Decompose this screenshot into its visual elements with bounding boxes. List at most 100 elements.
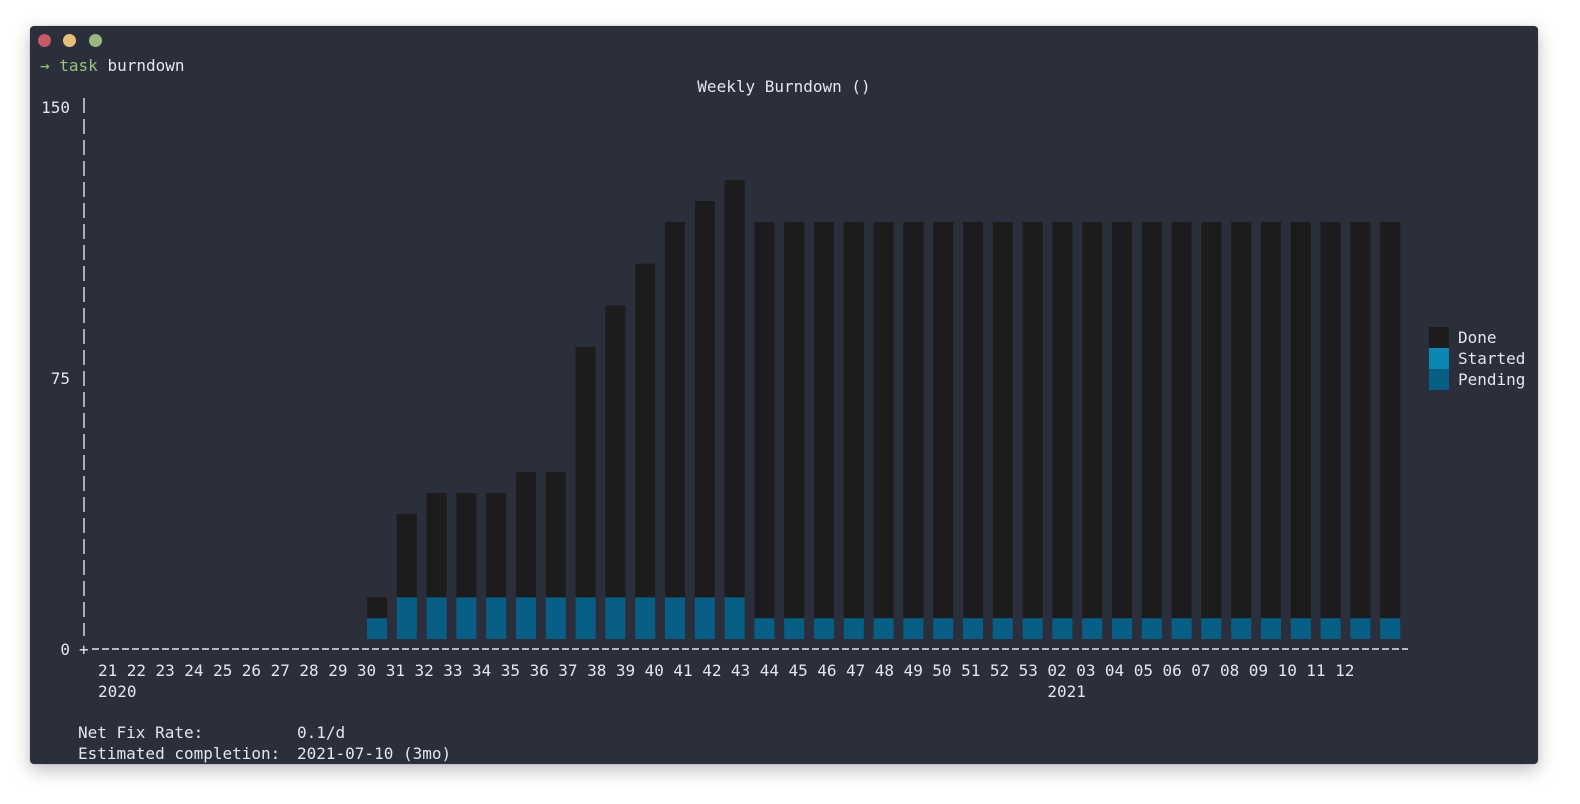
maximize-button[interactable] [89,34,102,47]
bar-done [784,222,805,619]
x-tick-label: 09 [1249,661,1268,680]
burndown-chart: Weekly Burndown () 150 75 0 +21 22 23 24 25 26 27 2… [41,77,1525,701]
x-tick-label: 38 [587,661,606,680]
prompt-arrow-icon: → [40,56,50,75]
x-tick-label: 44 [760,661,779,680]
axis-origin: + [79,640,89,659]
x-tick-label: 53 [1019,661,1038,680]
x-tick-label: 46 [817,661,836,680]
bar-pending [1082,618,1103,639]
minimize-button[interactable] [63,34,76,47]
bar-done [396,513,417,598]
bar-pending [605,597,626,639]
bar-done [903,222,924,619]
bar-done [1112,222,1132,619]
x-tick-label: 39 [616,661,635,680]
command-line: → task burndown [40,55,185,76]
x-tick-label: 29 [328,661,347,680]
bar-pending [1201,618,1222,639]
bar-done [1171,222,1192,619]
bar-pending [784,618,805,639]
x-tick-label: 37 [558,661,577,680]
x-tick-label: 06 [1163,661,1182,680]
bar-pending [1261,618,1281,639]
bar-pending [754,618,775,639]
x-tick-label: 48 [875,661,894,680]
x-tick-label: 08 [1220,661,1239,680]
bar-pending [426,597,447,639]
command-name: task [59,56,98,75]
bar-done [754,222,775,619]
bar-pending [1112,618,1132,639]
x-tick-label: 50 [932,661,951,680]
x-tick-label: 28 [299,661,318,680]
x-tick-label: 23 [156,661,175,680]
bar-done [843,222,864,619]
x-tick-label: 33 [443,661,462,680]
x-tick-label: 49 [904,661,923,680]
x-tick-label: 52 [990,661,1009,680]
x-tick-label: 34 [472,661,491,680]
completion-label: Estimated completion: [78,744,281,763]
bar-pending [1380,618,1401,639]
bar-done [814,222,834,619]
bar-done [992,222,1013,619]
legend-label-started: Started [1458,349,1525,368]
bar-pending [724,597,745,639]
x-tick-label: 31 [386,661,405,680]
bar-pending [694,597,715,639]
legend-label-done: Done [1458,328,1497,347]
bar-pending [1052,618,1073,639]
year-label: 2021 [1047,682,1086,701]
bar-pending [1320,618,1341,639]
bar-pending [635,597,656,639]
year-label: 2020 [98,682,137,701]
x-tick-label: 47 [846,661,865,680]
bar-pending [933,618,954,639]
x-tick-label: 04 [1105,661,1124,680]
bar-done [1320,222,1341,619]
bar-pending [456,597,477,639]
y-tick-label: 75 [51,369,70,388]
x-tick-label: 40 [645,661,664,680]
x-tick-label: 02 [1047,661,1066,680]
legend-swatch-started [1429,348,1449,369]
bar-pending [1022,618,1043,639]
bar-done [486,493,507,598]
x-tick-label: 35 [501,661,520,680]
completion-value: 2021-07-10 (3mo) [297,744,452,763]
x-tick-label: 22 [127,661,146,680]
bar-pending [396,597,417,639]
bar-pending [992,618,1013,639]
bar-done [694,201,715,598]
bar-pending [516,597,536,639]
close-button[interactable] [38,34,51,47]
x-tick-label: 30 [357,661,376,680]
bar-pending [814,618,834,639]
bar-pending [486,597,507,639]
legend-swatch-pending [1429,369,1449,390]
bar-done [516,472,536,598]
bar-pending [665,597,685,639]
x-tick-label: 42 [702,661,721,680]
bar-done [545,472,566,598]
x-tick-label: 51 [961,661,980,680]
bar-done [1141,222,1162,619]
bar-pending [1350,618,1371,639]
x-tick-label: 24 [184,661,203,680]
x-tick-label: 27 [271,661,290,680]
x-tick-label: 12 [1335,661,1354,680]
bar-pending [1290,618,1311,639]
x-tick-label: 32 [415,661,434,680]
bar-done [1052,222,1073,619]
bar-done [1022,222,1043,619]
bar-pending [545,597,566,639]
x-tick-label: 41 [673,661,692,680]
x-tick-label: 26 [242,661,261,680]
x-tick-label: 36 [530,661,549,680]
bar-done [1261,222,1281,619]
command-argument: burndown [107,56,185,75]
bar-done [963,222,983,619]
x-tick-label: 10 [1278,661,1297,680]
bar-pending [1141,618,1162,639]
